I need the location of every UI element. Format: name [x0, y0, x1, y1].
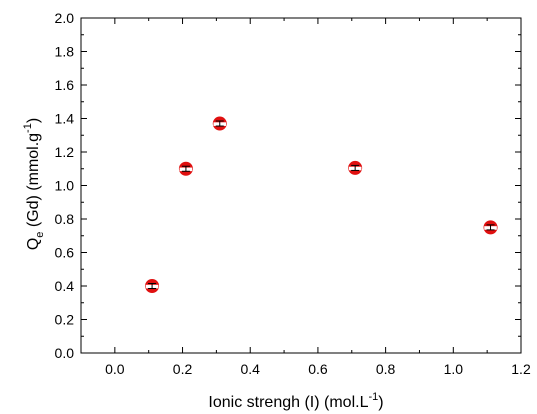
y-tick-label: 0.2 — [55, 312, 75, 328]
y-tick-label: 1.2 — [55, 144, 75, 160]
y-tick-label: 0.6 — [55, 245, 75, 261]
x-tick-label: 1.0 — [444, 361, 464, 377]
y-axis-title-main: Q — [25, 238, 42, 250]
x-axis-title-sup: -1 — [368, 391, 378, 403]
x-axis-title: Ionic strengh (I) (mol.L-1) — [208, 391, 383, 411]
x-tick-label: 0.8 — [376, 361, 396, 377]
data-point — [212, 116, 227, 131]
x-tick-label: 0.2 — [173, 361, 193, 377]
data-point — [145, 279, 160, 293]
y-tick-label: 2.0 — [55, 10, 75, 26]
y-tick-label: 1.4 — [55, 111, 75, 127]
y-tick-label: 1.6 — [55, 77, 75, 93]
ticks: 0.0 0.2 0.4 0.6 0.8 1.0 1.2 0.0 0.2 0.4 0.6 0.8 1.0 1… — [55, 10, 531, 377]
x-tick-label: 0.4 — [240, 361, 260, 377]
data-point — [483, 220, 498, 235]
y-axis-title: Qe (Gd) (mmol.g-1) — [22, 118, 46, 250]
x-tick-label: 0.6 — [308, 361, 328, 377]
y-axis-title-sup: -1 — [22, 123, 34, 133]
y-axis-title-close: ) — [25, 118, 42, 123]
x-axis-title-main: Ionic strengh (I) (mol.L — [208, 394, 368, 411]
y-tick-label: 1.0 — [55, 178, 75, 194]
y-axis-title-sub: e — [34, 232, 46, 238]
x-tick-label: 1.2 — [511, 361, 531, 377]
y-axis-title-mid: (Gd) (mmol.g — [25, 133, 42, 232]
y-tick-label: 0.8 — [55, 211, 75, 227]
y-tick-label: 0.0 — [55, 345, 75, 361]
axes-frame — [80, 17, 522, 354]
y-tick-label: 1.8 — [55, 44, 75, 60]
x-tick-label: 0.0 — [105, 361, 125, 377]
data-point — [348, 160, 363, 175]
y-tick-label: 0.4 — [55, 278, 75, 294]
x-axis-title-close: ) — [378, 394, 383, 411]
data-points — [145, 116, 498, 293]
plot-frame — [80, 17, 522, 354]
data-point — [178, 161, 193, 176]
